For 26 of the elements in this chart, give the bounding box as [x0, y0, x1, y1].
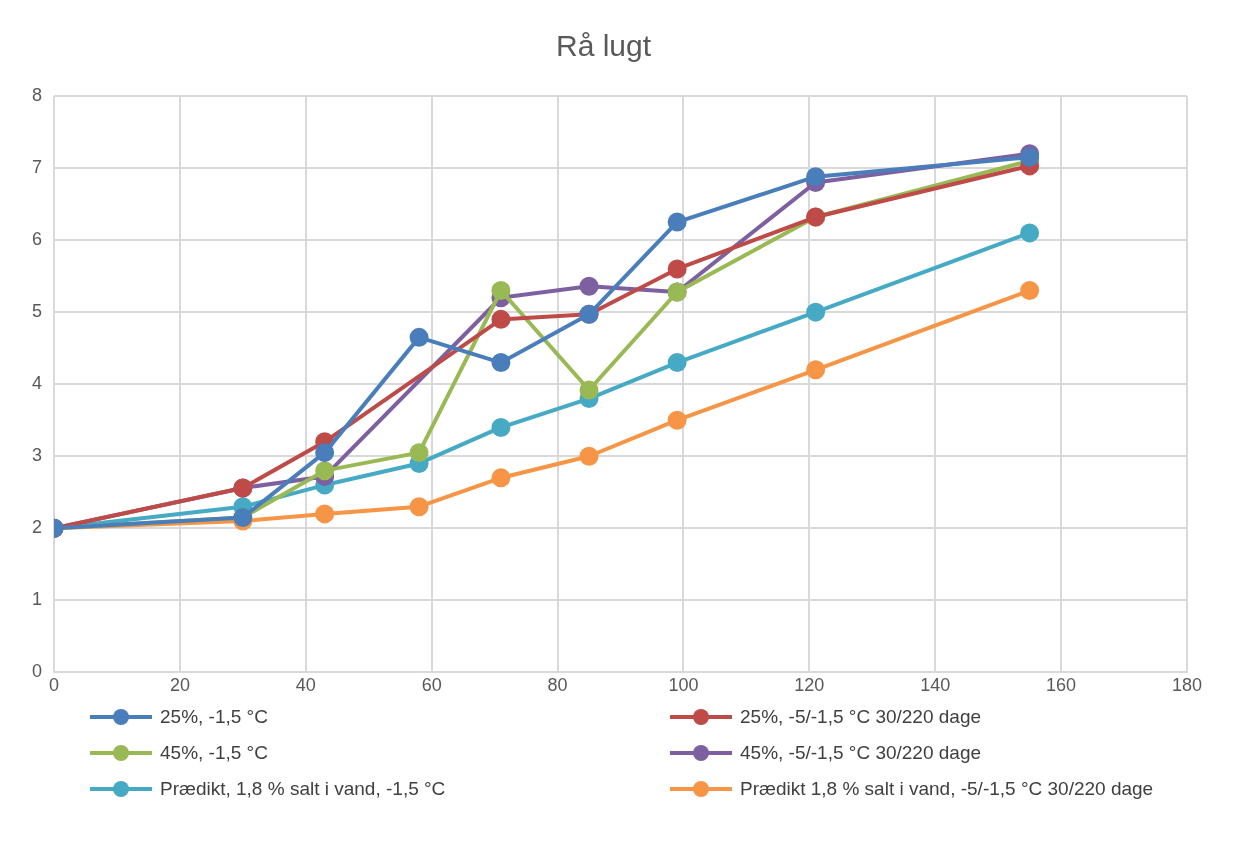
legend-label: 45%, -1,5 °C [160, 742, 268, 764]
y-tick-label: 8 [32, 84, 43, 105]
y-tick-label: 1 [32, 589, 43, 610]
x-tick-label: 60 [421, 675, 442, 696]
x-tick-label: 80 [547, 675, 568, 696]
legend-label: 25%, -1,5 °C [160, 706, 268, 728]
legend-label: Prædikt, 1,8 % salt i vand, -1,5 °C [160, 778, 446, 800]
legend-label: 45%, -5/-1,5 °C 30/220 dage [740, 742, 982, 764]
x-tick-label: 0 [49, 675, 60, 696]
y-tick-label: 5 [32, 301, 43, 322]
y-tick-label: 6 [32, 229, 43, 250]
x-tick-label: 40 [295, 675, 316, 696]
y-tick-label: 4 [32, 373, 43, 394]
x-tick-label: 120 [794, 675, 825, 696]
x-tick-label: 180 [1171, 675, 1203, 696]
legend-label: 25%, -5/-1,5 °C 30/220 dage [740, 706, 982, 728]
x-tick-label: 140 [920, 675, 951, 696]
chart-title: Rå lugt [555, 29, 652, 63]
y-tick-label: 2 [32, 517, 43, 538]
x-tick-label: 100 [668, 675, 699, 696]
x-tick-label: 20 [169, 675, 190, 696]
y-tick-label: 7 [32, 157, 43, 178]
y-tick-label: 3 [32, 445, 43, 466]
legend-label: Prædikt 1,8 % salt i vand, -5/-1,5 °C 30/220 dage [740, 778, 1154, 800]
y-tick-label: 0 [32, 661, 43, 682]
x-tick-label: 160 [1046, 675, 1077, 696]
